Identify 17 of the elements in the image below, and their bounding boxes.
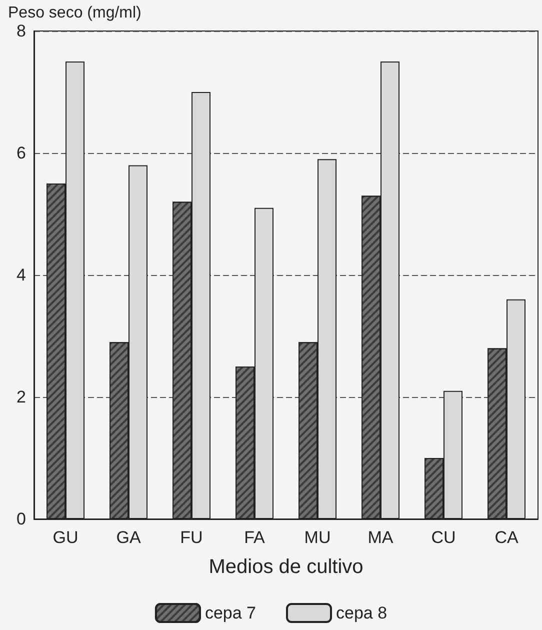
x-tick-label: GU bbox=[52, 528, 78, 547]
legend-label: cepa 8 bbox=[336, 604, 388, 622]
y-axis-title: Peso seco (mg/ml) bbox=[8, 4, 142, 22]
x-tick-label: CA bbox=[494, 528, 519, 547]
x-tick-label: FA bbox=[244, 528, 266, 547]
y-tick-label: 0 bbox=[16, 510, 26, 528]
x-tick-label: MA bbox=[368, 528, 394, 547]
x-tick-label: MU bbox=[304, 528, 331, 547]
y-tick-label: 6 bbox=[16, 144, 26, 162]
legend-label: cepa 7 bbox=[204, 604, 256, 622]
x-tick-label: FU bbox=[180, 528, 203, 547]
x-tick-label: CU bbox=[431, 528, 456, 547]
y-tick-label: 2 bbox=[16, 388, 26, 406]
x-axis-title: Medios de cultivo bbox=[208, 556, 364, 578]
y-tick-label: 8 bbox=[16, 22, 26, 40]
y-tick-label: 4 bbox=[16, 266, 26, 284]
x-tick-label: GA bbox=[116, 528, 142, 547]
